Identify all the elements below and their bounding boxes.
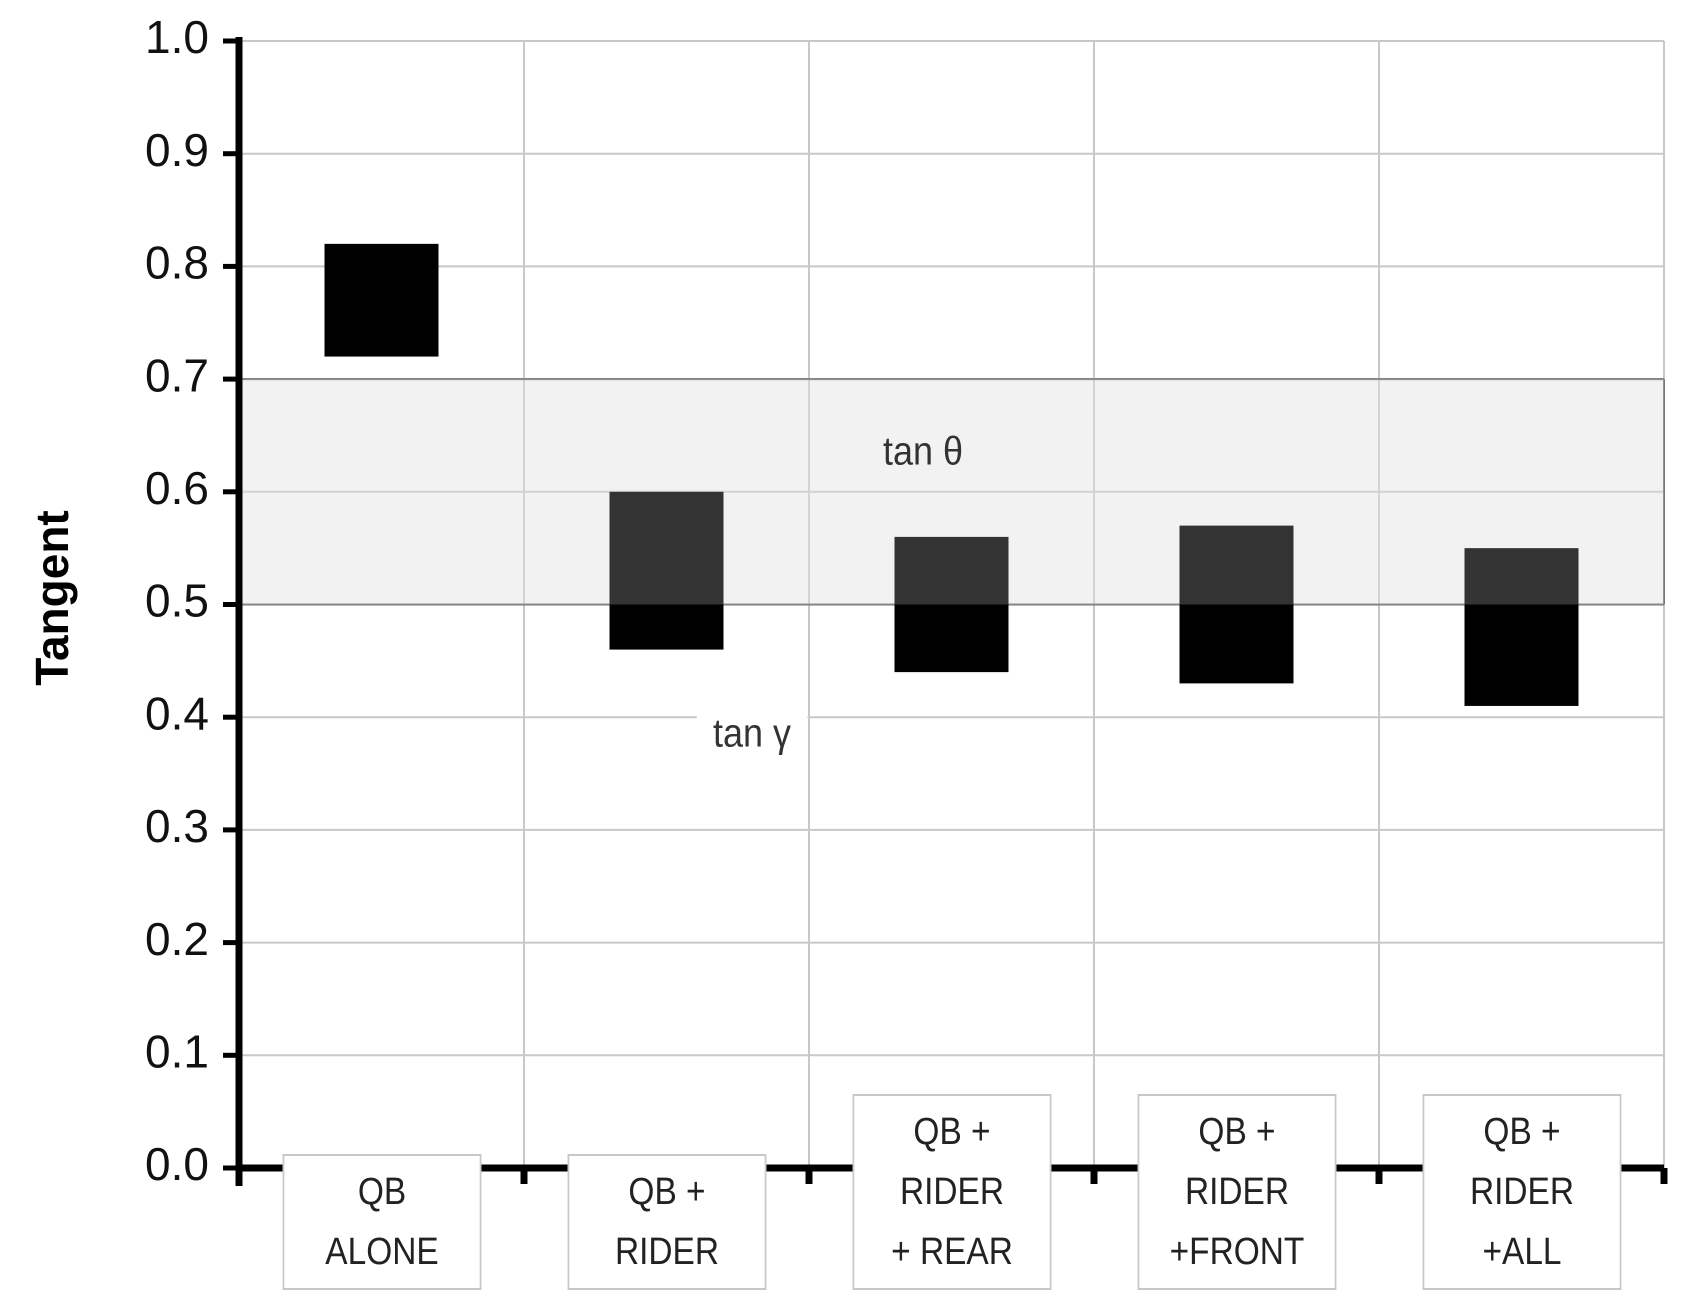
x-tick-label: QB + RIDER +ALL [1422,1094,1621,1290]
bar [1179,525,1294,684]
y-tick-label: 0.6 [145,462,209,514]
bar [609,491,724,650]
x-tick-label: QB + RIDER +FRONT [1137,1094,1336,1290]
y-tick-label: 0.3 [145,800,209,852]
y-tick-label: 0.8 [145,237,209,289]
x-tick-label: QB + RIDER + REAR [852,1094,1051,1290]
y-tick-label: 0.4 [145,687,209,739]
bar [894,536,1009,673]
x-tick-label: QB ALONE [282,1154,481,1290]
y-tick-label: 0.2 [145,913,209,965]
band-overlay [239,379,1664,605]
x-tick-label: QB + RIDER [567,1154,766,1290]
y-tick-label: 0.5 [145,575,209,627]
y-tick-label: 0.7 [145,349,209,401]
band-label: tan θ [882,429,964,474]
y-tick-label: 0.1 [145,1025,209,1077]
annotation: tan γ [696,701,808,767]
bar [1464,548,1579,706]
y-tick-label: 0.9 [145,124,209,176]
y-tick-label: 1.0 [145,11,209,63]
y-tick-label: 0.0 [145,1138,209,1190]
y-axis-title: Tangent [26,510,78,685]
bar [324,243,439,357]
